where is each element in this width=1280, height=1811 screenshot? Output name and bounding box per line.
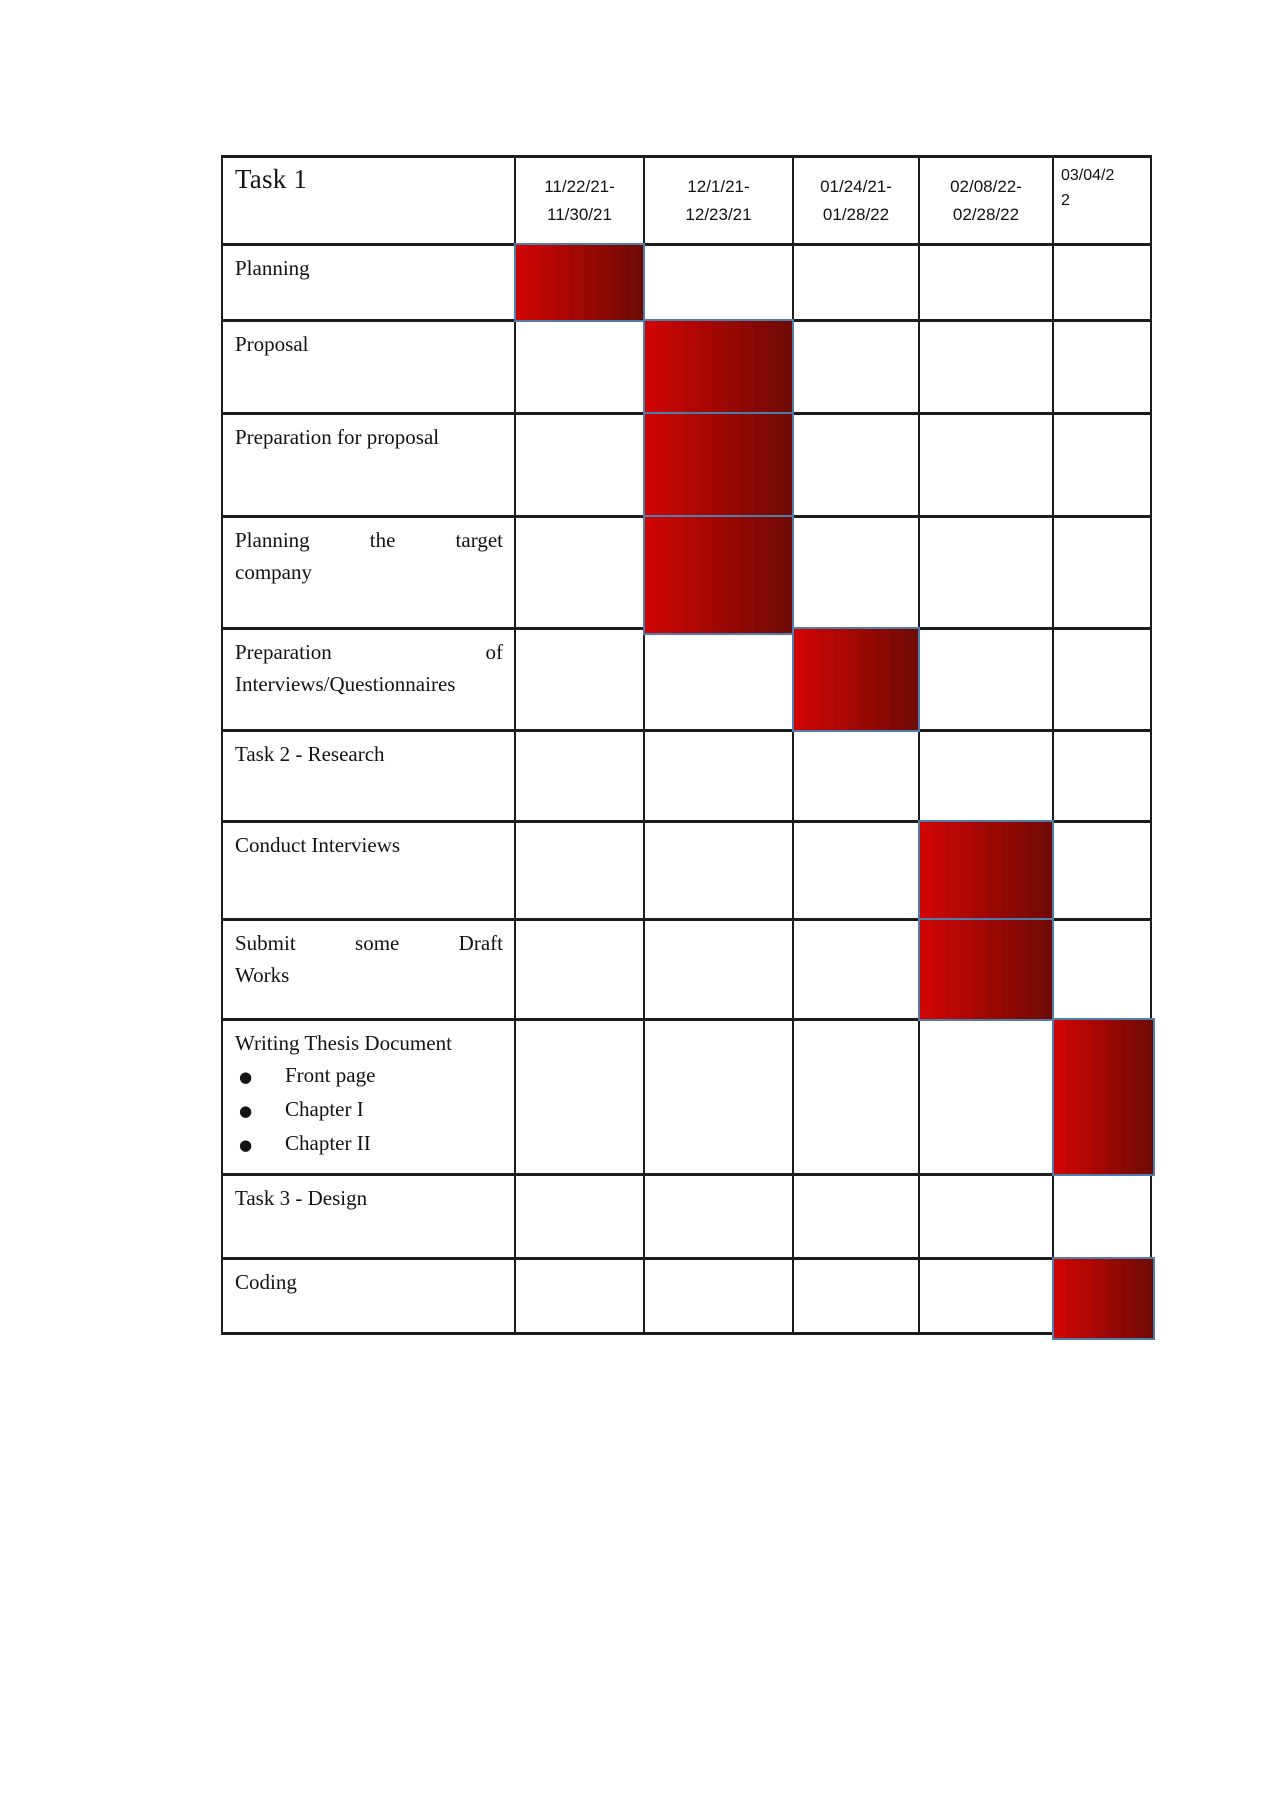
- table-row: Planning the target company: [221, 515, 1152, 635]
- period-2-line2: 12/23/21: [685, 204, 752, 224]
- bullet-icon: ●: [239, 1136, 253, 1154]
- table-row: Task 2 - Research: [221, 729, 1152, 823]
- bullet-item: ● Front page: [235, 1059, 503, 1093]
- period-5-line2: 2: [1061, 192, 1070, 209]
- task-label-planning-target-company: Planning the target company: [221, 515, 516, 630]
- task-label-coding: Coding: [221, 1257, 516, 1335]
- task-label-preparation-of-interviews: Preparation of Interviews/Questionnaires: [221, 627, 516, 732]
- column-header-period-2: 12/1/21- 12/23/21: [643, 155, 794, 246]
- gantt-bar: [792, 627, 920, 732]
- table-row: Coding: [221, 1257, 1155, 1340]
- table-row: Preparation for proposal: [221, 412, 1152, 518]
- gantt-bar: [514, 243, 645, 322]
- period-4-line1: 02/08/22-: [950, 176, 1022, 196]
- task-label-conduct-interviews: Conduct Interviews: [221, 820, 516, 921]
- table-row: Submit some Draft Works: [221, 918, 1152, 1021]
- column-header-period-4: 02/08/22- 02/28/22: [918, 155, 1054, 246]
- period-4-line2: 02/28/22: [952, 204, 1020, 224]
- task-label-submit-draft-works: Submit some Draft Works: [221, 918, 516, 1021]
- task-label-planning: Planning: [221, 243, 516, 322]
- column-header-period-1: 11/22/21- 11/30/21: [514, 155, 645, 246]
- bullet-icon: ●: [239, 1068, 253, 1086]
- gantt-bar: [918, 918, 1054, 1021]
- header-row: Task 1 11/22/21- 11/30/21 12/1/21- 12/23…: [221, 155, 1152, 246]
- period-1-line2: 11/30/21: [547, 204, 612, 224]
- table-row: Preparation of Interviews/Questionnaires: [221, 627, 1152, 732]
- table-row: Proposal: [221, 319, 1152, 415]
- bullet-item: ● Chapter I: [235, 1093, 503, 1127]
- table-row: Planning: [221, 243, 1152, 322]
- period-3-line1: 01/24/21-: [820, 176, 892, 196]
- gantt-bar: [643, 319, 794, 415]
- column-header-period-3: 01/24/21- 01/28/22: [792, 155, 920, 246]
- period-2-line1: 12/1/21-: [687, 176, 750, 196]
- period-1-line1: 11/22/21-: [544, 176, 615, 196]
- gantt-table: Task 1 11/22/21- 11/30/21 12/1/21- 12/23…: [221, 155, 1155, 1340]
- gantt-bar: [1052, 1018, 1155, 1176]
- bullet-icon: ●: [239, 1102, 253, 1120]
- task-label-preparation-for-proposal: Preparation for proposal: [221, 412, 516, 518]
- period-3-line2: 01/28/22: [822, 204, 890, 224]
- task-label-task3-design: Task 3 - Design: [221, 1173, 516, 1260]
- period-5-line1: 03/04/2: [1061, 167, 1115, 184]
- gantt-bar: [1052, 1257, 1155, 1340]
- table-row: Writing Thesis Document ● Front page ● C…: [221, 1018, 1155, 1176]
- header-task-title: Task 1: [221, 155, 516, 246]
- table-row: Conduct Interviews: [221, 820, 1152, 921]
- gantt-bar: [643, 412, 794, 518]
- gantt-bar: [918, 820, 1054, 921]
- task-label-proposal: Proposal: [221, 319, 516, 415]
- gantt-bar: [643, 515, 794, 635]
- task-label-task2-research: Task 2 - Research: [221, 729, 516, 823]
- column-header-period-5: 03/04/2 2: [1052, 155, 1152, 246]
- bullet-item: ● Chapter II: [235, 1127, 503, 1161]
- table-row: Task 3 - Design: [221, 1173, 1152, 1260]
- task-label-writing-thesis: Writing Thesis Document ● Front page ● C…: [221, 1018, 516, 1176]
